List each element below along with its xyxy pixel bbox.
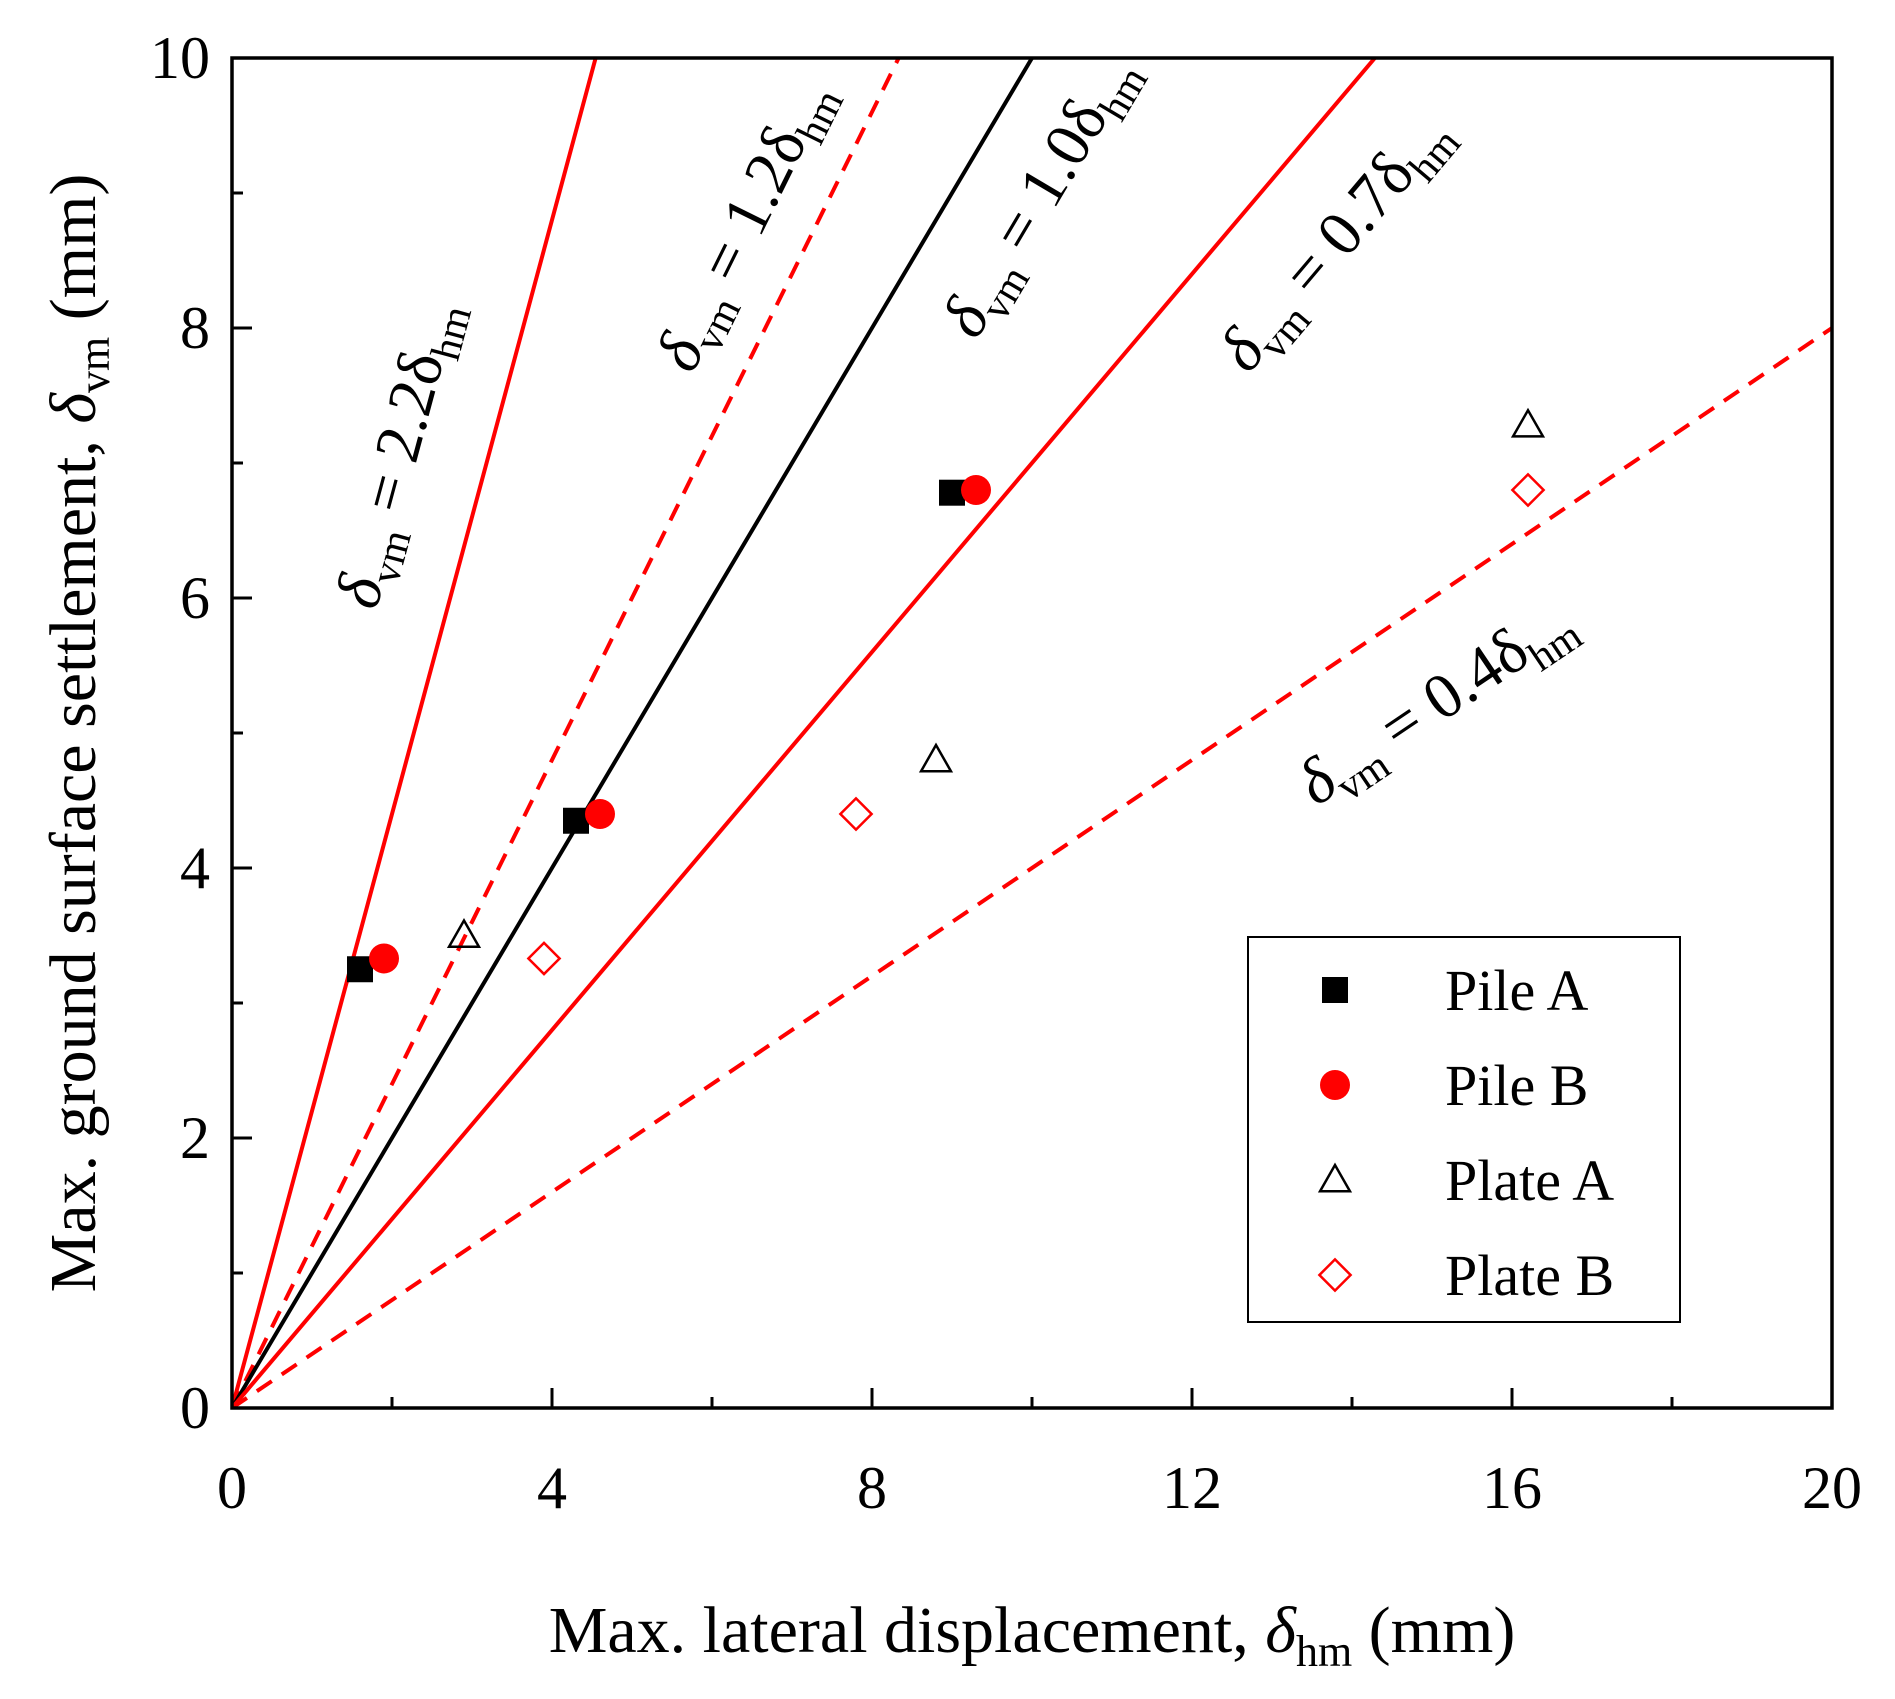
pile-b-point <box>585 799 615 829</box>
x-tick-label: 12 <box>1162 1455 1222 1521</box>
legend-marker-plate-b <box>1317 1257 1353 1293</box>
y-tick-label: 4 <box>180 835 210 901</box>
plate-a-point <box>446 918 482 948</box>
x-tick-label: 16 <box>1482 1455 1542 1521</box>
y-tick-label: 10 <box>150 25 210 91</box>
y-tick-label: 2 <box>180 1105 210 1171</box>
y-tick-label: 6 <box>180 565 210 631</box>
y-tick-label: 0 <box>180 1375 210 1441</box>
reference-lines <box>232 58 1832 1408</box>
pile-b-point <box>961 475 991 505</box>
x-tick-label: 4 <box>537 1455 567 1521</box>
legend-marker-pile-a <box>1322 977 1348 1003</box>
data-markers <box>347 407 1546 983</box>
x-tick-label: 0 <box>217 1455 247 1521</box>
legend-label-pile-a: Pile A <box>1445 958 1589 1023</box>
plate-b-point <box>526 941 562 976</box>
legend-label-plate-b: Plate B <box>1445 1243 1614 1308</box>
plate-a-point <box>918 742 954 773</box>
reference-line <box>232 58 598 1408</box>
reference-line <box>232 326 1832 1408</box>
legend-label-pile-b: Pile B <box>1445 1053 1588 1118</box>
reference-line-label: δvm = 1.2δhm <box>641 67 853 386</box>
axis-ticks <box>230 56 1834 1410</box>
y-tick-label: 8 <box>180 295 210 361</box>
x-tick-label: 20 <box>1802 1455 1862 1521</box>
x-tick-label: 8 <box>857 1455 887 1521</box>
legend-label-plate-a: Plate A <box>1445 1148 1614 1213</box>
reference-line-label: δvm = 0.4δhm <box>1284 583 1591 827</box>
y-axis-title: Max. ground surface settlement, δvm (mm) <box>37 174 119 1293</box>
pile-a-point <box>347 956 373 983</box>
plate-b-point <box>1510 472 1546 508</box>
reference-line <box>232 58 1034 1408</box>
legend-marker-plate-a <box>1317 1162 1353 1193</box>
pile-a-point <box>939 479 965 506</box>
legend-marker-pile-b <box>1320 1070 1350 1100</box>
legend: Pile A Pile B Plate A Plate B <box>1247 936 1681 1323</box>
plate-a-point <box>1510 407 1546 438</box>
x-axis-title: Max. lateral displacement, δhm (mm) <box>549 1594 1516 1676</box>
legend-box <box>1247 936 1681 1323</box>
reference-line-label: δvm = 0.7δhm <box>1204 97 1470 390</box>
reference-line-label: δvm = 1.0δhm <box>927 41 1158 354</box>
plate-b-point <box>838 796 874 832</box>
pile-a-point <box>563 807 589 834</box>
reference-line <box>232 58 1377 1408</box>
reference-line <box>232 58 901 1408</box>
pile-b-point <box>369 943 399 974</box>
axis-tick-labels: 0 4 8 12 16 20 0 2 4 6 8 10 <box>150 25 1862 1521</box>
